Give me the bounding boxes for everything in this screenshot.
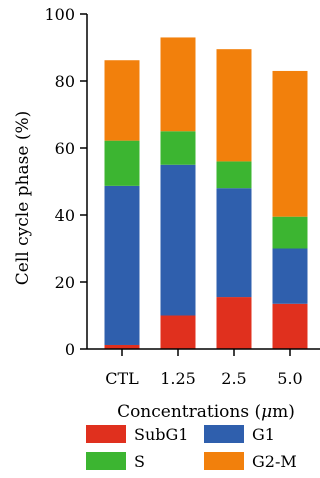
bar-s-2 [216, 161, 252, 189]
y-tick-label: 80 [55, 72, 75, 91]
x-tick-label: CTL [105, 369, 139, 388]
bar-g1-2 [216, 188, 252, 298]
legend-swatch-g1 [204, 425, 244, 443]
bar-subg1-1 [160, 315, 196, 349]
x-axis-title-unit-mu: μ [261, 402, 272, 422]
bar-subg1-3 [272, 303, 308, 349]
bar-g2-m-3 [272, 70, 308, 217]
bar-subg1-0 [104, 344, 140, 349]
legend-label-s: S [134, 452, 145, 471]
y-tick-label: 0 [65, 340, 75, 359]
bar-s-0 [104, 140, 140, 186]
legend: SubG1 G1 S G2-M [86, 425, 297, 471]
bar-g2-m-0 [104, 60, 140, 141]
x-tick-label: 5.0 [277, 369, 302, 388]
legend-label-subg1: SubG1 [134, 425, 188, 444]
x-ticks-group: CTL 1.25 2.5 5.0 [105, 349, 303, 388]
bar-g1-0 [104, 185, 140, 345]
x-tick-label: 2.5 [221, 369, 246, 388]
legend-swatch-s [86, 452, 126, 470]
x-tick-label: 1.25 [160, 369, 196, 388]
y-tick-label: 60 [55, 139, 75, 158]
bar-s-1 [160, 131, 196, 165]
y-axis-title: Cell cycle phase (%) [13, 111, 33, 285]
bar-s-3 [272, 216, 308, 249]
axes-group [86, 14, 320, 350]
y-tick-label: 20 [55, 273, 75, 292]
legend-label-g1: G1 [252, 425, 275, 444]
bars-group [104, 37, 308, 349]
y-ticks-group: 0 20 40 60 80 100 [44, 5, 87, 359]
y-tick-label: 100 [44, 5, 75, 24]
x-axis-title-prefix: Concentrations ( [117, 402, 261, 422]
y-tick-label: 40 [55, 206, 75, 225]
x-axis-title: Concentrations (μm) [117, 402, 295, 422]
bar-g1-1 [160, 164, 196, 316]
bar-g1-3 [272, 248, 308, 304]
x-axis-title-unit-rest: m) [272, 402, 295, 422]
bar-g2-m-1 [160, 37, 196, 132]
legend-swatch-subg1 [86, 425, 126, 443]
legend-swatch-g2-m [204, 452, 244, 470]
legend-label-g2-m: G2-M [252, 452, 297, 471]
bar-subg1-2 [216, 297, 252, 349]
bar-g2-m-2 [216, 49, 252, 162]
